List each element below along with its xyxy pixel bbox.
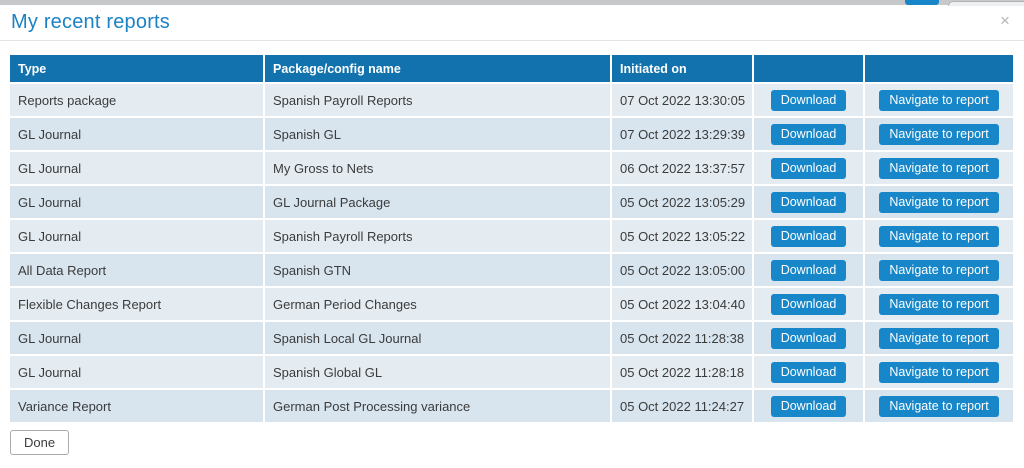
cell-navigate-action: Navigate to report xyxy=(865,288,1013,320)
cell-download-action: Download xyxy=(754,356,863,388)
column-header-navigate xyxy=(865,55,1013,82)
cell-type: GL Journal xyxy=(10,118,263,150)
cell-package: GL Journal Package xyxy=(265,186,610,218)
navigate-to-report-button[interactable]: Navigate to report xyxy=(879,395,999,417)
table-header-row: Type Package/config name Initiated on xyxy=(10,55,1013,82)
cell-package: German Post Processing variance xyxy=(265,390,610,422)
cell-initiated: 05 Oct 2022 13:04:40 xyxy=(612,288,752,320)
cell-package: German Period Changes xyxy=(265,288,610,320)
table-row: Reports package Spanish Payroll Reports … xyxy=(10,84,1013,116)
navigate-to-report-button[interactable]: Navigate to report xyxy=(879,157,999,179)
table-row: GL Journal Spanish Global GL 05 Oct 2022… xyxy=(10,356,1013,388)
cell-initiated: 05 Oct 2022 13:05:22 xyxy=(612,220,752,252)
cell-download-action: Download xyxy=(754,118,863,150)
background-tab-edge xyxy=(948,1,1024,6)
cell-type: GL Journal xyxy=(10,152,263,184)
modal-title: My recent reports xyxy=(11,11,171,33)
cell-type: Reports package xyxy=(10,84,263,116)
cell-type: Flexible Changes Report xyxy=(10,288,263,320)
cell-navigate-action: Navigate to report xyxy=(865,186,1013,218)
column-header-download xyxy=(754,55,863,82)
recent-reports-table: Type Package/config name Initiated on Re… xyxy=(10,55,1013,424)
table-row: All Data Report Spanish GTN 05 Oct 2022 … xyxy=(10,254,1013,286)
cell-navigate-action: Navigate to report xyxy=(865,118,1013,150)
cell-navigate-action: Navigate to report xyxy=(865,254,1013,286)
download-button[interactable]: Download xyxy=(770,157,847,179)
cell-package: Spanish Payroll Reports xyxy=(265,220,610,252)
cell-initiated: 05 Oct 2022 11:28:38 xyxy=(612,322,752,354)
cell-type: GL Journal xyxy=(10,356,263,388)
cell-download-action: Download xyxy=(754,152,863,184)
cell-type: GL Journal xyxy=(10,186,263,218)
column-header-initiated: Initiated on xyxy=(612,55,752,82)
cell-type: All Data Report xyxy=(10,254,263,286)
cell-initiated: 07 Oct 2022 13:30:05 xyxy=(612,84,752,116)
table-row: GL Journal Spanish Payroll Reports 05 Oc… xyxy=(10,220,1013,252)
cell-download-action: Download xyxy=(754,288,863,320)
navigate-to-report-button[interactable]: Navigate to report xyxy=(879,361,999,383)
cell-type: GL Journal xyxy=(10,322,263,354)
navigate-to-report-button[interactable]: Navigate to report xyxy=(879,191,999,213)
cell-initiated: 07 Oct 2022 13:29:39 xyxy=(612,118,752,150)
download-button[interactable]: Download xyxy=(770,259,847,281)
table-row: Flexible Changes Report German Period Ch… xyxy=(10,288,1013,320)
cell-navigate-action: Navigate to report xyxy=(865,152,1013,184)
column-header-package: Package/config name xyxy=(265,55,610,82)
navigate-to-report-button[interactable]: Navigate to report xyxy=(879,293,999,315)
cell-navigate-action: Navigate to report xyxy=(865,322,1013,354)
download-button[interactable]: Download xyxy=(770,395,847,417)
table-row: GL Journal My Gross to Nets 06 Oct 2022 … xyxy=(10,152,1013,184)
download-button[interactable]: Download xyxy=(770,191,847,213)
table-row: GL Journal GL Journal Package 05 Oct 202… xyxy=(10,186,1013,218)
navigate-to-report-button[interactable]: Navigate to report xyxy=(879,89,999,111)
cell-navigate-action: Navigate to report xyxy=(865,220,1013,252)
cell-initiated: 06 Oct 2022 13:37:57 xyxy=(612,152,752,184)
cell-package: Spanish GL xyxy=(265,118,610,150)
download-button[interactable]: Download xyxy=(770,293,847,315)
navigate-to-report-button[interactable]: Navigate to report xyxy=(879,259,999,281)
cell-download-action: Download xyxy=(754,390,863,422)
cell-download-action: Download xyxy=(754,254,863,286)
table-body: Reports package Spanish Payroll Reports … xyxy=(10,84,1013,422)
download-button[interactable]: Download xyxy=(770,327,847,349)
cell-download-action: Download xyxy=(754,84,863,116)
cell-package: My Gross to Nets xyxy=(265,152,610,184)
cell-initiated: 05 Oct 2022 13:05:00 xyxy=(612,254,752,286)
table-row: GL Journal Spanish Local GL Journal 05 O… xyxy=(10,322,1013,354)
cell-type: Variance Report xyxy=(10,390,263,422)
cell-package: Spanish Local GL Journal xyxy=(265,322,610,354)
cell-download-action: Download xyxy=(754,186,863,218)
cell-package: Spanish Payroll Reports xyxy=(265,84,610,116)
download-button[interactable]: Download xyxy=(770,225,847,247)
navigate-to-report-button[interactable]: Navigate to report xyxy=(879,327,999,349)
column-header-type: Type xyxy=(10,55,263,82)
done-button[interactable]: Done xyxy=(10,430,70,455)
cell-initiated: 05 Oct 2022 11:28:18 xyxy=(612,356,752,388)
cell-download-action: Download xyxy=(754,220,863,252)
browser-chrome-strip xyxy=(0,0,1024,6)
cell-navigate-action: Navigate to report xyxy=(865,390,1013,422)
download-button[interactable]: Download xyxy=(770,361,847,383)
download-button[interactable]: Download xyxy=(770,123,847,145)
title-divider xyxy=(0,40,1024,41)
download-button[interactable]: Download xyxy=(770,89,847,111)
table-row: GL Journal Spanish GL 07 Oct 2022 13:29:… xyxy=(10,118,1013,150)
navigate-to-report-button[interactable]: Navigate to report xyxy=(879,225,999,247)
cell-package: Spanish Global GL xyxy=(265,356,610,388)
cell-navigate-action: Navigate to report xyxy=(865,84,1013,116)
cell-initiated: 05 Oct 2022 13:05:29 xyxy=(612,186,752,218)
cell-download-action: Download xyxy=(754,322,863,354)
cell-initiated: 05 Oct 2022 11:24:27 xyxy=(612,390,752,422)
tab-accent-bar xyxy=(905,0,939,5)
navigate-to-report-button[interactable]: Navigate to report xyxy=(879,123,999,145)
cell-type: GL Journal xyxy=(10,220,263,252)
close-icon[interactable]: × xyxy=(1000,11,1010,30)
cell-package: Spanish GTN xyxy=(265,254,610,286)
table-row: Variance Report German Post Processing v… xyxy=(10,390,1013,422)
cell-navigate-action: Navigate to report xyxy=(865,356,1013,388)
